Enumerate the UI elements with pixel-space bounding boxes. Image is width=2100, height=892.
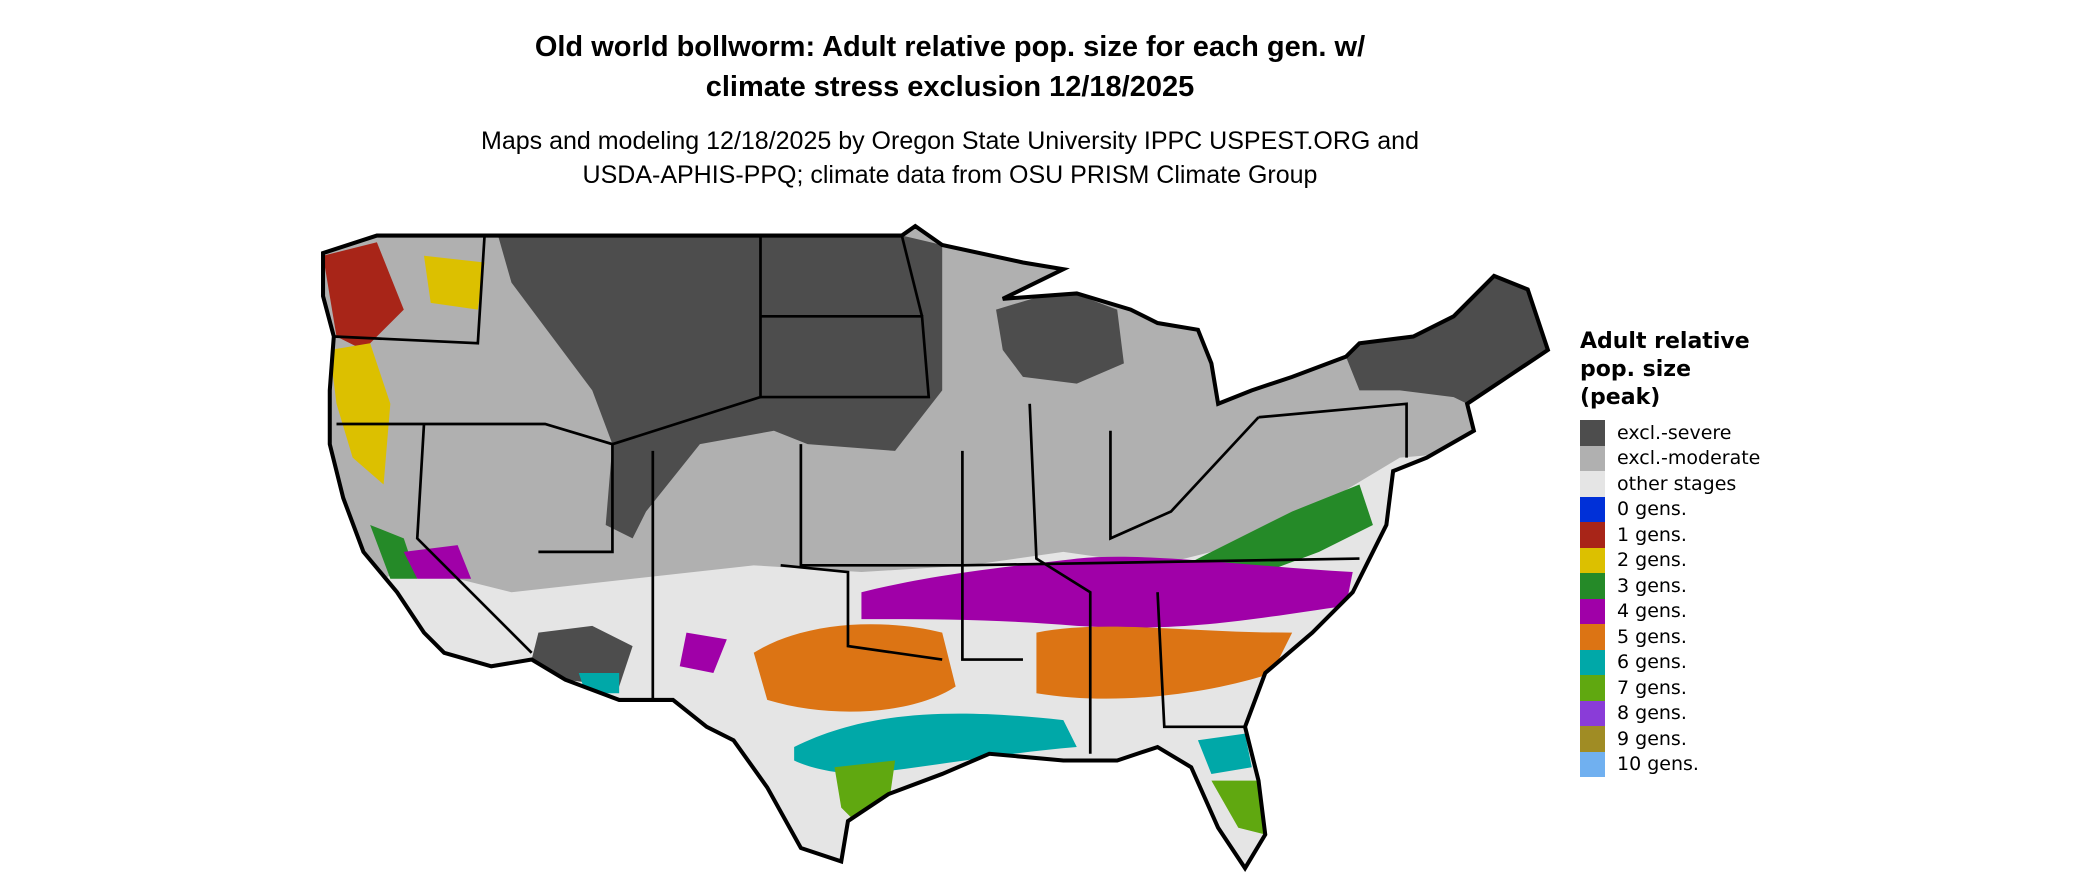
legend: Adult relative pop. size (peak) excl.-se… (1580, 328, 1800, 777)
state-line (1258, 402, 1408, 458)
state-line (961, 450, 1023, 661)
legend-label: 7 gens. (1617, 676, 1687, 699)
region-7-gen (834, 760, 1266, 835)
legend-label: 6 gens. (1617, 651, 1687, 674)
region-6-gen (578, 673, 1252, 774)
legend-title: Adult relative pop. size (peak) (1580, 328, 1800, 412)
region-excl-severe-wisconsin (996, 289, 1124, 384)
legend-swatch (1580, 547, 1605, 573)
legend-item: other stages (1580, 471, 1800, 497)
legend-item: 5 gens. (1580, 624, 1800, 650)
legend-label: other stages (1617, 472, 1737, 495)
legend-title-line: (peak) (1580, 385, 1661, 410)
region-4-gen (403, 545, 1353, 673)
state-line (900, 235, 924, 317)
legend-label: 8 gens. (1617, 702, 1687, 725)
legend-items: excl.-severe excl.-moderate other stages 0 … (1580, 420, 1800, 777)
legend-label: 0 gens. (1617, 498, 1687, 521)
legend-swatch (1580, 496, 1605, 522)
legend-item: 3 gens. (1580, 573, 1800, 599)
legend-label: 5 gens. (1617, 625, 1687, 648)
region-5-gen (753, 624, 1293, 712)
legend-item: excl.-severe (1580, 420, 1800, 446)
state-line (415, 423, 533, 654)
legend-title-line: Adult relative (1580, 329, 1750, 354)
region-excl-severe-southwest (531, 625, 633, 687)
legend-swatch (1580, 522, 1605, 548)
legend-label: 2 gens. (1617, 549, 1687, 572)
legend-item: 9 gens. (1580, 726, 1800, 752)
state-line (760, 314, 931, 399)
subtitle-line-2: USDA-APHIS-PPQ; climate data from OSU PR… (582, 161, 1318, 189)
state-line (962, 557, 1360, 567)
map-title: Old world bollworm: Adult relative pop. … (350, 27, 1550, 107)
state-line (1109, 416, 1260, 541)
state-line (1028, 403, 1092, 754)
legend-label: 9 gens. (1617, 727, 1687, 750)
legend-swatch (1580, 598, 1605, 624)
legend-item: excl.-moderate (1580, 445, 1800, 471)
state-line (333, 235, 486, 345)
legend-label: excl.-moderate (1617, 447, 1761, 470)
legend-item: 10 gens. (1580, 751, 1800, 777)
state-boundaries (333, 235, 1408, 754)
legend-label: 3 gens. (1617, 574, 1687, 597)
state-line (1156, 592, 1246, 729)
legend-item: 8 gens. (1580, 700, 1800, 726)
region-8-gen (868, 823, 885, 842)
legend-label: 4 gens. (1617, 600, 1687, 623)
legend-item: 7 gens. (1580, 675, 1800, 701)
legend-swatch (1580, 445, 1605, 471)
legend-swatch (1580, 649, 1605, 675)
legend-label: 1 gens. (1617, 523, 1687, 546)
title-line-1: Old world bollworm: Adult relative pop. … (534, 31, 1366, 63)
legend-item: 0 gens. (1580, 496, 1800, 522)
legend-swatch (1580, 573, 1605, 599)
map-subtitle: Maps and modeling 12/18/2025 by Oregon S… (350, 124, 1550, 192)
legend-swatch (1580, 675, 1605, 701)
legend-swatch (1580, 471, 1605, 497)
legend-item: 2 gens. (1580, 547, 1800, 573)
legend-swatch (1580, 751, 1605, 777)
legend-label: 10 gens. (1617, 753, 1699, 776)
legend-item: 4 gens. (1580, 598, 1800, 624)
subtitle-line-1: Maps and modeling 12/18/2025 by Oregon S… (481, 127, 1419, 155)
region-2-gen (329, 255, 485, 485)
legend-title-line: pop. size (1580, 357, 1691, 382)
legend-item: 6 gens. (1580, 649, 1800, 675)
state-line (799, 444, 963, 567)
state-line (780, 563, 943, 661)
region-excl-severe-plains (498, 235, 943, 539)
region-excl-severe-northeast (1346, 275, 1548, 404)
legend-item: 1 gens. (1580, 522, 1800, 548)
title-line-2: climate stress exclusion 12/18/2025 (705, 71, 1195, 103)
legend-swatch (1580, 420, 1605, 446)
legend-swatch (1580, 624, 1605, 650)
region-1-gen (323, 242, 404, 350)
legend-swatch (1580, 700, 1605, 726)
legend-swatch (1580, 726, 1605, 752)
legend-label: excl.-severe (1617, 421, 1732, 444)
